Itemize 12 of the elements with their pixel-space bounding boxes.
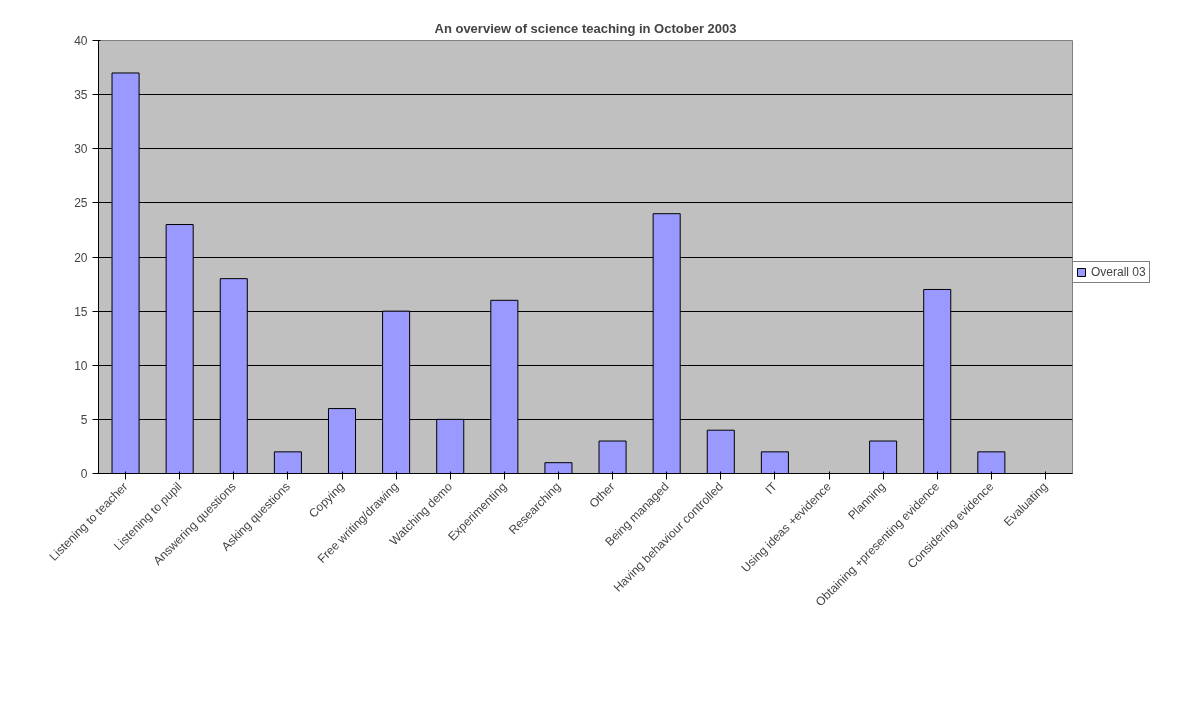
- chart-title: An overview of science teaching in October 2003: [434, 20, 737, 36]
- y-tick-label: 30: [74, 142, 88, 157]
- y-tick-label: 5: [80, 412, 88, 427]
- y-tick-label: 20: [74, 250, 88, 265]
- y-tick-label: 25: [74, 196, 88, 211]
- x-tick-label: IT: [762, 479, 781, 497]
- legend-label: Overall 03: [1091, 265, 1146, 279]
- y-tick-label: 15: [74, 304, 88, 319]
- y-tick-label: 40: [74, 34, 88, 48]
- y-tick-label: 35: [74, 88, 88, 103]
- y-tick-label: 10: [74, 358, 88, 373]
- y-tick-label: 0: [80, 467, 88, 481]
